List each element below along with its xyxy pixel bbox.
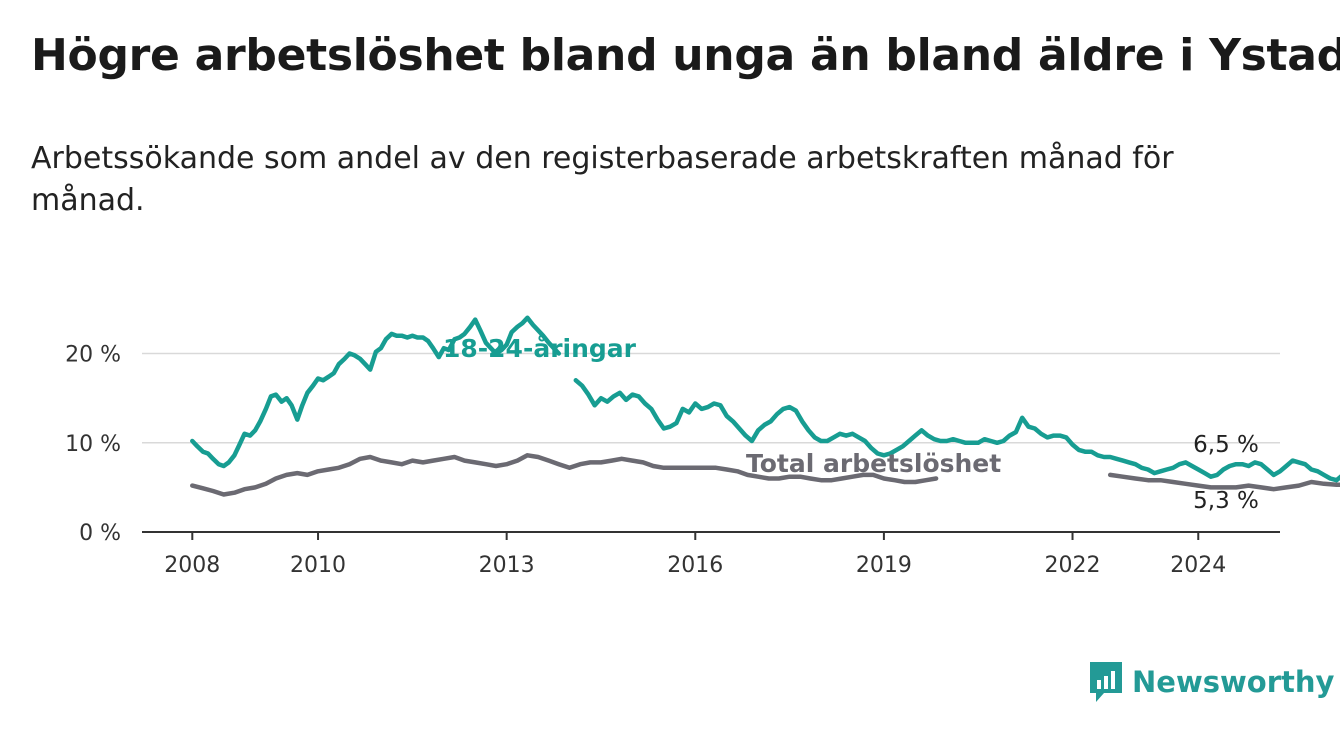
- y-tick-label: 0 %: [79, 521, 121, 546]
- series-line-segment: [573, 378, 1340, 483]
- series-line-segment: [1107, 472, 1340, 492]
- x-tick-label: 2019: [856, 553, 912, 578]
- x-tick-label: 2008: [164, 553, 220, 578]
- gridlines: [142, 352, 1280, 533]
- newsworthy-logo-icon: [1090, 662, 1122, 702]
- x-tick-label: 2010: [290, 553, 346, 578]
- x-tick-label: 2013: [479, 553, 535, 578]
- series-labels: 18-24-åringar Total arbetslöshet 6,5 % 5,3 …: [443, 334, 1259, 514]
- series-lines: [190, 315, 1340, 497]
- chart-title: Högre arbetslöshet bland unga än bland ä…: [31, 30, 1340, 81]
- series-line-18-24-ringar: [190, 315, 562, 469]
- brand-logo: Newsworthy: [1088, 660, 1334, 704]
- y-tick-label: 10 %: [65, 432, 121, 457]
- x-tick-label: 2016: [667, 553, 723, 578]
- y-axis-ticks: 0 % 10 % 20 %: [65, 343, 121, 546]
- x-tick-label: 2024: [1170, 553, 1226, 578]
- series-label-total: Total arbetslöshet: [746, 449, 1001, 478]
- end-value-total: 5,3 %: [1193, 488, 1259, 514]
- series-line-total-arbetsl-shet: [190, 453, 939, 497]
- x-axis-ticks: 2008 2010 2013 2016 2019 2022 2024: [164, 532, 1226, 578]
- brand-name: Newsworthy: [1132, 665, 1335, 699]
- y-tick-label: 20 %: [65, 343, 121, 368]
- x-tick-label: 2022: [1045, 553, 1101, 578]
- end-value-youth: 6,5 %: [1193, 432, 1259, 458]
- series-label-youth: 18-24-åringar: [443, 334, 637, 363]
- chart-subtitle: Arbetssökande som andel av den registerb…: [31, 141, 1174, 218]
